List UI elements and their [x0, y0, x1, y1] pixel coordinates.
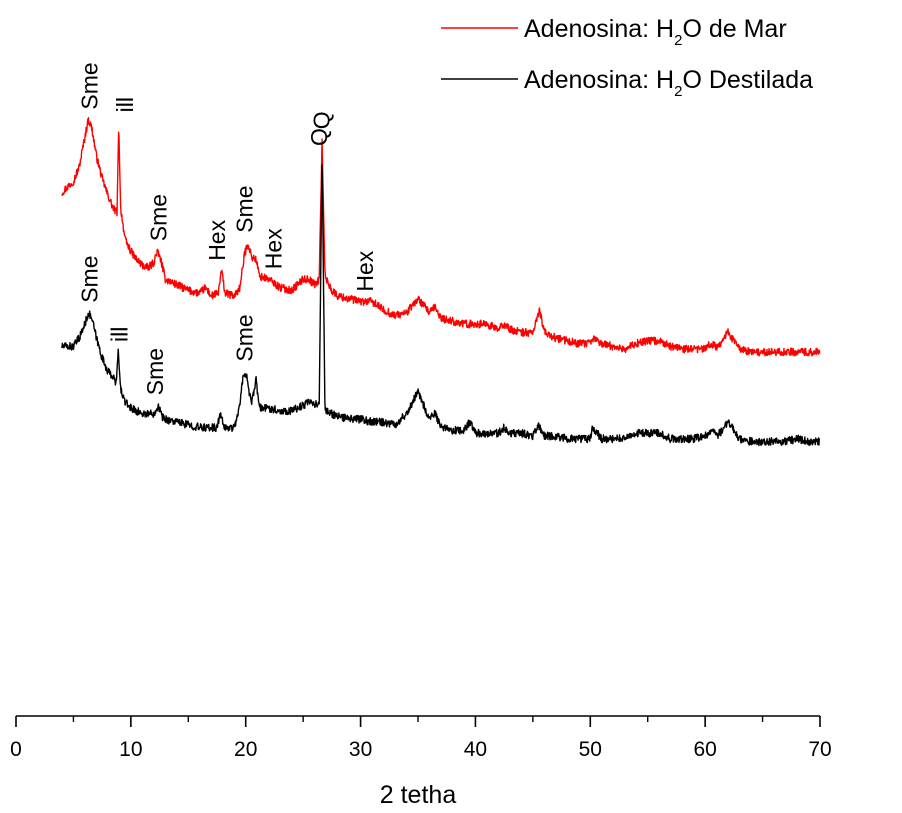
- legend-item-1: Adenosina: H2O Destilada: [441, 66, 813, 100]
- peak-label: Sme: [145, 194, 171, 241]
- series-line-1: [61, 164, 821, 447]
- legend-label-1: Adenosina: H2O Destilada: [524, 66, 813, 100]
- x-tick-label: 70: [808, 738, 831, 761]
- peak-label: Sme: [232, 186, 258, 233]
- peak-label: Hex: [204, 219, 230, 260]
- x-tick-label: 20: [234, 738, 257, 761]
- legend-item-0: Adenosina: H2O de Mar: [441, 15, 787, 49]
- peak-label: Sme: [77, 62, 103, 109]
- peak-label: Q: [309, 111, 335, 129]
- peak-label: Sme: [232, 314, 258, 361]
- legend-label-0: Adenosina: H2O de Mar: [524, 15, 787, 49]
- peak-label: Q: [306, 128, 332, 146]
- series-layer: [61, 117, 821, 447]
- peak-label: Sme: [77, 256, 103, 303]
- legend: Adenosina: H2O de Mar Adenosina: H2O Des…: [441, 15, 813, 100]
- x-axis-title: 2 tetha: [380, 781, 457, 809]
- x-tick-label: 0: [10, 738, 22, 761]
- peak-label: ill: [112, 97, 138, 112]
- peak-label: ill: [106, 327, 132, 342]
- peak-label: Sme: [142, 348, 168, 395]
- x-tick-label: 30: [349, 738, 372, 761]
- x-tick-label: 40: [464, 738, 487, 761]
- series-line-0: [61, 117, 821, 357]
- x-tick-label: 50: [579, 738, 602, 761]
- peak-label: Hex: [352, 250, 378, 291]
- x-tick-layer: 0 10 20 30 40 50 60 70: [10, 716, 832, 761]
- x-axis: 0 10 20 30 40 50 60 70 2 tetha: [10, 715, 832, 809]
- peak-label: Hex: [260, 228, 286, 269]
- x-tick-label: 60: [693, 738, 716, 761]
- x-tick-label: 10: [119, 738, 142, 761]
